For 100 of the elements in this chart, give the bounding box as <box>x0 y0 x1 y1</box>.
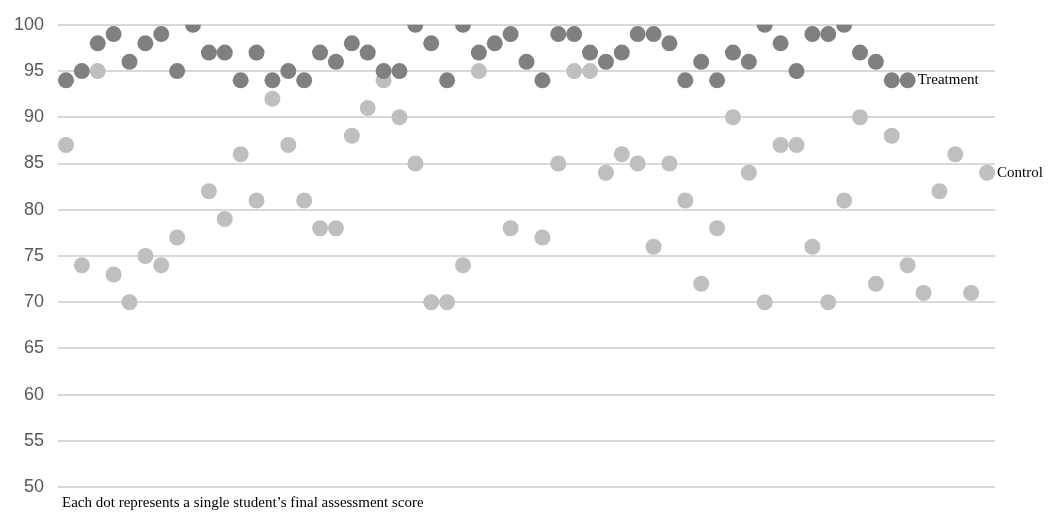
point <box>200 183 217 200</box>
point <box>740 164 757 181</box>
point <box>629 26 646 43</box>
point <box>550 26 567 43</box>
point <box>677 72 694 89</box>
point <box>73 63 90 80</box>
point <box>391 63 408 80</box>
point <box>502 26 519 43</box>
point <box>73 257 90 274</box>
point <box>724 109 741 126</box>
point <box>661 155 678 172</box>
point <box>57 137 74 154</box>
series-label: Control <box>997 163 1043 180</box>
point <box>343 127 360 144</box>
point <box>709 220 726 237</box>
point <box>613 146 630 163</box>
point <box>836 192 853 209</box>
point <box>232 72 249 89</box>
point <box>677 192 694 209</box>
point <box>582 63 599 80</box>
point <box>867 53 884 70</box>
point <box>312 220 329 237</box>
point <box>550 155 567 172</box>
point <box>312 44 329 61</box>
point <box>518 53 535 70</box>
point <box>454 257 471 274</box>
y-tick-label: 90 <box>24 106 45 127</box>
y-tick-label: 80 <box>24 198 45 219</box>
point <box>105 266 122 283</box>
point <box>566 26 583 43</box>
point <box>327 220 344 237</box>
y-tick-label: 65 <box>24 337 45 358</box>
point <box>121 294 138 311</box>
point <box>597 164 614 181</box>
point <box>216 211 233 228</box>
point <box>931 183 948 200</box>
point <box>89 63 106 80</box>
text: Each dot represents a single student’s final assessment score <box>62 494 424 511</box>
point <box>963 284 980 301</box>
point <box>248 44 265 61</box>
point <box>772 35 789 52</box>
point <box>883 72 900 89</box>
point <box>883 127 900 144</box>
point <box>804 26 821 43</box>
y-tick-label: 70 <box>24 291 45 312</box>
point <box>153 257 170 274</box>
point <box>57 72 74 89</box>
y-tick-label: 75 <box>24 244 45 265</box>
point <box>852 44 869 61</box>
point <box>216 44 233 61</box>
point <box>375 63 392 80</box>
point <box>582 44 599 61</box>
point <box>296 72 313 89</box>
point <box>788 137 805 154</box>
point <box>915 284 932 301</box>
point <box>645 238 662 255</box>
point <box>709 72 726 89</box>
series-label: Treatment <box>917 71 980 88</box>
point <box>820 26 837 43</box>
point <box>280 137 297 154</box>
point <box>566 63 583 80</box>
point <box>740 53 757 70</box>
point <box>645 26 662 43</box>
point <box>280 63 297 80</box>
point <box>423 294 440 311</box>
point <box>852 109 869 126</box>
point <box>137 35 154 52</box>
point <box>200 44 217 61</box>
point <box>232 146 249 163</box>
point <box>820 294 837 311</box>
point <box>470 44 487 61</box>
point <box>597 53 614 70</box>
point <box>788 63 805 80</box>
point <box>502 220 519 237</box>
point <box>899 257 916 274</box>
point <box>343 35 360 52</box>
point <box>867 275 884 292</box>
point <box>105 26 122 43</box>
point <box>724 44 741 61</box>
point <box>121 53 138 70</box>
point <box>407 155 424 172</box>
point <box>264 90 281 107</box>
point <box>248 192 265 209</box>
point <box>327 53 344 70</box>
point <box>772 137 789 154</box>
point <box>89 35 106 52</box>
point <box>439 72 456 89</box>
point <box>804 238 821 255</box>
point <box>391 109 408 126</box>
point <box>661 35 678 52</box>
point <box>153 26 170 43</box>
point <box>486 35 503 52</box>
point <box>899 72 916 89</box>
point <box>296 192 313 209</box>
y-tick-label: 55 <box>24 429 45 450</box>
y-tick-label: 50 <box>24 476 45 497</box>
y-tick-label: 95 <box>24 60 45 81</box>
point <box>169 63 186 80</box>
point <box>534 229 551 246</box>
point <box>439 294 456 311</box>
